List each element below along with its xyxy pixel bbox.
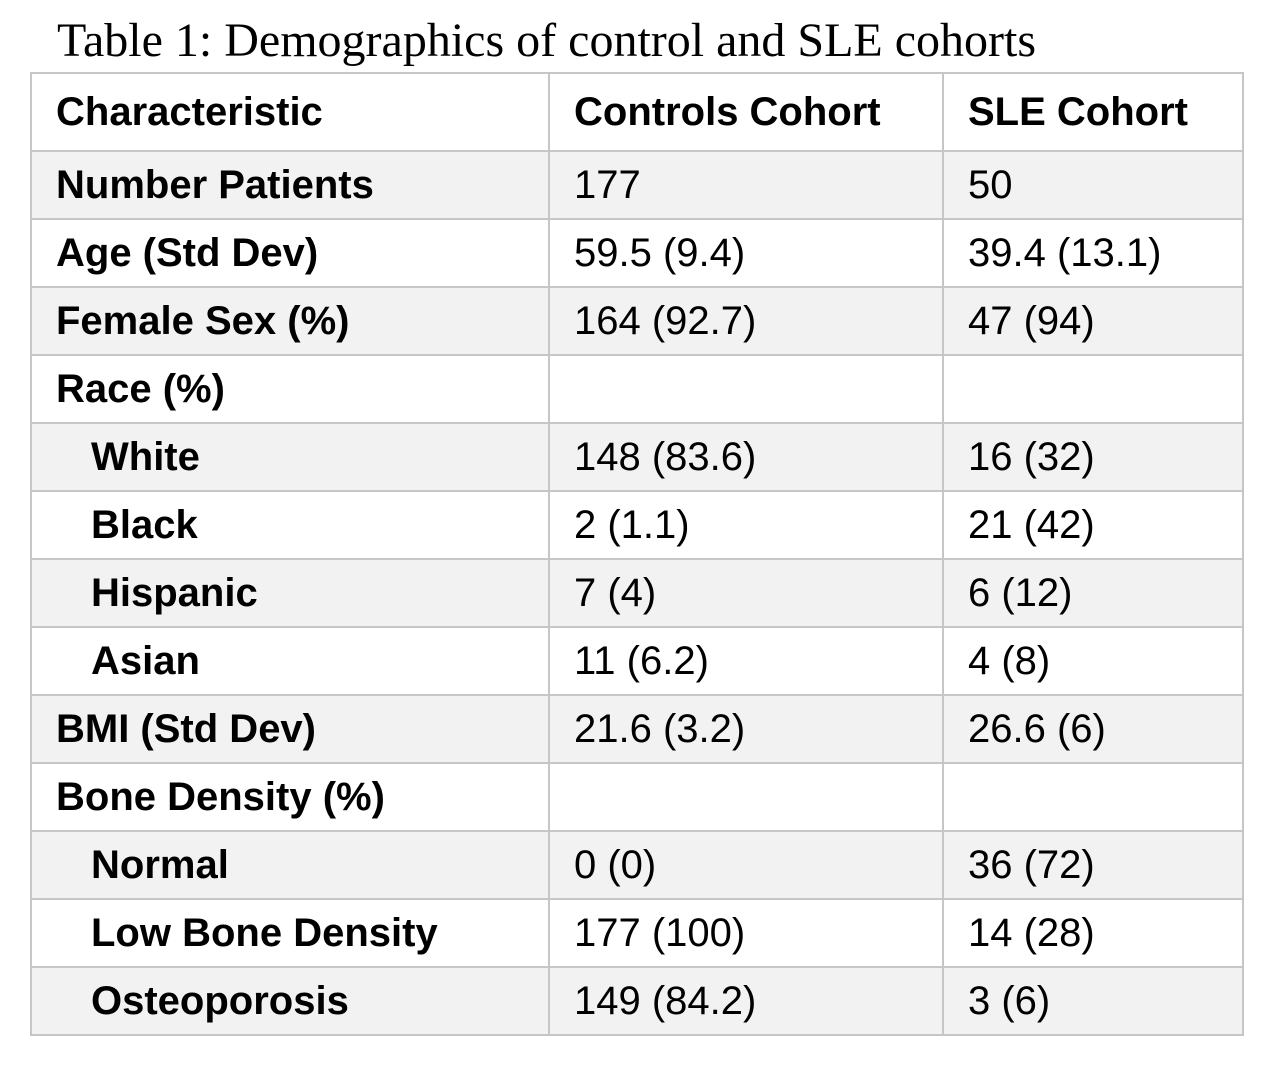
controls-value: 177: [548, 150, 944, 220]
row-label: Low Bone Density: [30, 898, 550, 968]
row-label: Number Patients: [30, 150, 550, 220]
sle-value: 16 (32): [942, 422, 1244, 492]
table-header-row: Characteristic Controls Cohort SLE Cohor…: [30, 72, 1244, 152]
sle-value: 47 (94): [942, 286, 1244, 356]
table-row: Age (Std Dev) 59.5 (9.4) 39.4 (13.1): [30, 218, 1244, 288]
controls-value: 2 (1.1): [548, 490, 944, 560]
row-label: Age (Std Dev): [30, 218, 550, 288]
table-caption: Table 1: Demographics of control and SLE…: [57, 14, 1037, 67]
row-label: BMI (Std Dev): [30, 694, 550, 764]
table-row: Number Patients 177 50: [30, 150, 1244, 220]
row-label: Asian: [30, 626, 550, 696]
table-row: Osteoporosis 149 (84.2) 3 (6): [30, 966, 1244, 1036]
row-label: Bone Density (%): [30, 762, 550, 832]
sle-value: 39.4 (13.1): [942, 218, 1244, 288]
row-label: Hispanic: [30, 558, 550, 628]
controls-value: 148 (83.6): [548, 422, 944, 492]
table-row: Normal 0 (0) 36 (72): [30, 830, 1244, 900]
sle-value: 14 (28): [942, 898, 1244, 968]
controls-value: 0 (0): [548, 830, 944, 900]
header-controls-cohort: Controls Cohort: [548, 72, 944, 152]
controls-value: 59.5 (9.4): [548, 218, 944, 288]
table-row: Bone Density (%): [30, 762, 1244, 832]
sle-value: 4 (8): [942, 626, 1244, 696]
row-label: Race (%): [30, 354, 550, 424]
sle-value: [942, 762, 1244, 832]
sle-value: 21 (42): [942, 490, 1244, 560]
controls-value: 177 (100): [548, 898, 944, 968]
row-label: Normal: [30, 830, 550, 900]
controls-value: 11 (6.2): [548, 626, 944, 696]
sle-value: 6 (12): [942, 558, 1244, 628]
table-row: Asian 11 (6.2) 4 (8): [30, 626, 1244, 696]
controls-value: [548, 762, 944, 832]
controls-value: 21.6 (3.2): [548, 694, 944, 764]
header-characteristic: Characteristic: [30, 72, 550, 152]
sle-value: 26.6 (6): [942, 694, 1244, 764]
demographics-table: Characteristic Controls Cohort SLE Cohor…: [30, 72, 1244, 1036]
row-label: White: [30, 422, 550, 492]
row-label: Osteoporosis: [30, 966, 550, 1036]
controls-value: 164 (92.7): [548, 286, 944, 356]
row-label: Black: [30, 490, 550, 560]
table-row: Hispanic 7 (4) 6 (12): [30, 558, 1244, 628]
table-row: Female Sex (%) 164 (92.7) 47 (94): [30, 286, 1244, 356]
table-row: Race (%): [30, 354, 1244, 424]
table-row: Black 2 (1.1) 21 (42): [30, 490, 1244, 560]
row-label: Female Sex (%): [30, 286, 550, 356]
controls-value: [548, 354, 944, 424]
table-row: Low Bone Density 177 (100) 14 (28): [30, 898, 1244, 968]
sle-value: 50: [942, 150, 1244, 220]
sle-value: 36 (72): [942, 830, 1244, 900]
header-sle-cohort: SLE Cohort: [942, 72, 1244, 152]
table-row: BMI (Std Dev) 21.6 (3.2) 26.6 (6): [30, 694, 1244, 764]
sle-value: 3 (6): [942, 966, 1244, 1036]
controls-value: 149 (84.2): [548, 966, 944, 1036]
controls-value: 7 (4): [548, 558, 944, 628]
sle-value: [942, 354, 1244, 424]
table-row: White 148 (83.6) 16 (32): [30, 422, 1244, 492]
